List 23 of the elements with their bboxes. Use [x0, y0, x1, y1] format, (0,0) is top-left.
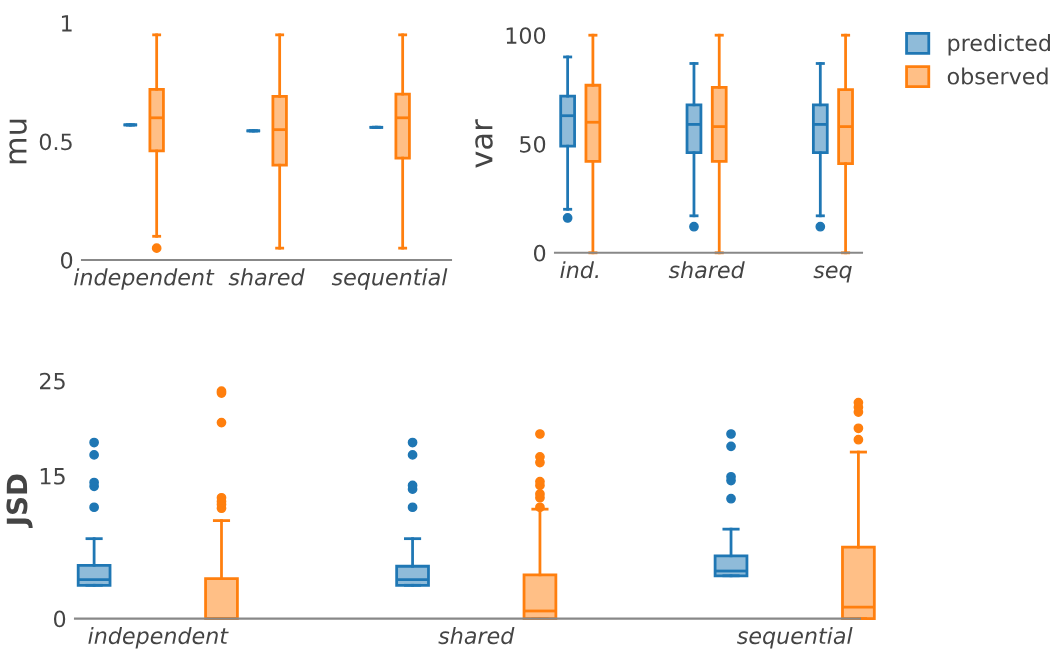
y-tick-label: 50 — [520, 135, 546, 153]
x-tick-label: independent — [88, 626, 229, 649]
x-tick-label: shared — [228, 268, 305, 286]
x-tick-label: independent — [74, 268, 215, 290]
y-axis-title: var — [475, 119, 493, 168]
y-tick-label: 1 — [61, 15, 72, 32]
y-tick-label: 100 — [506, 27, 546, 44]
legend-label: observed — [947, 67, 1048, 85]
x-tick-label: ind. — [560, 261, 599, 279]
y-axis-title: mu — [9, 119, 27, 164]
legend-label: predicted — [948, 34, 1050, 56]
x-tick-label: shared — [668, 261, 745, 279]
y-tick-label: 15 — [40, 468, 65, 485]
y-tick-label: 0 — [533, 244, 546, 262]
y-tick-label: 0 — [60, 251, 73, 269]
x-tick-label: seq — [813, 265, 852, 283]
x-tick-label: sequential — [331, 268, 448, 290]
x-tick-label: sequential — [737, 626, 853, 649]
y-tick-label: 0.5 — [39, 133, 72, 151]
y-tick-label: 25 — [40, 372, 65, 390]
x-tick-label: shared — [438, 626, 515, 645]
y-tick-label: 0 — [53, 610, 66, 628]
y-axis-title: JSD — [6, 474, 33, 528]
